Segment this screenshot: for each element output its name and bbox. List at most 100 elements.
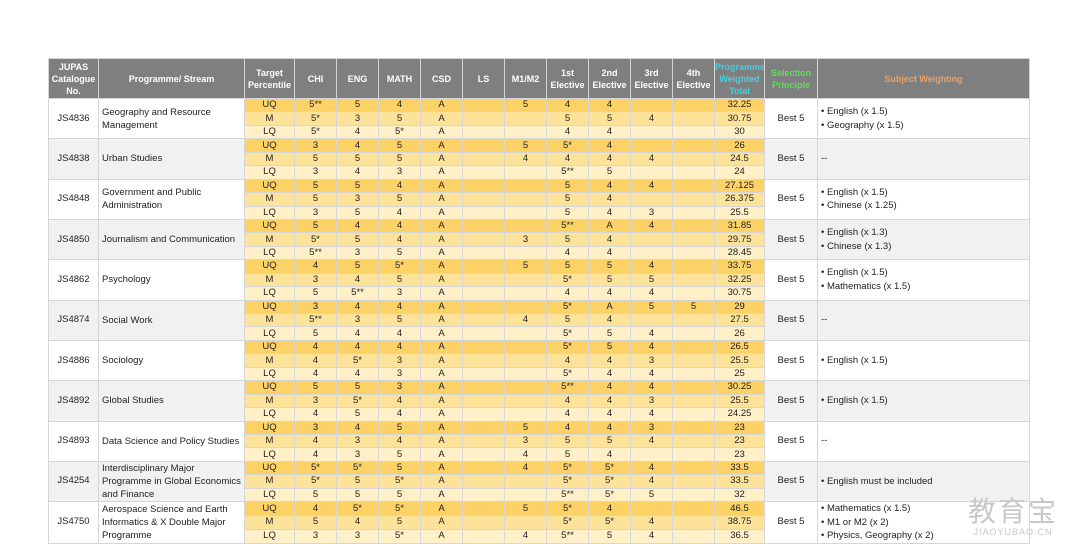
catalogue-number: JS4886: [48, 339, 99, 382]
m1m2-cell: [504, 407, 547, 422]
m1m2-cell: [504, 326, 547, 341]
math-cell: 4: [378, 433, 421, 449]
programme-name: Data Science and Policy Studies: [98, 420, 245, 462]
elective-3-cell: 4: [630, 514, 673, 530]
elective-3-cell: 4: [630, 151, 673, 167]
elective-3-cell: [630, 232, 673, 247]
subject-weighting: --: [817, 299, 1030, 341]
elective-3-cell: 4: [630, 380, 673, 395]
header-target: Target Percentile: [244, 58, 295, 99]
csd-cell: A: [420, 474, 463, 489]
weighted-total-cell: 24.5: [714, 151, 765, 167]
ls-cell: [462, 205, 505, 220]
elective-1-cell: 5: [546, 192, 589, 207]
m1m2-cell: 4: [504, 528, 547, 544]
m1m2-cell: 3: [504, 232, 547, 247]
percentile-cell: LQ: [244, 447, 295, 462]
elective-4-cell: [672, 138, 715, 153]
elective-4-cell: [672, 178, 715, 194]
elective-2-cell: A: [588, 299, 631, 315]
csd-cell: A: [420, 299, 463, 315]
ls-cell: [462, 366, 505, 382]
elective-2-cell: 4: [588, 366, 631, 382]
eng-cell: 5: [336, 474, 379, 489]
elective-1-cell: 4: [546, 97, 589, 113]
table-row: M 5 4 5 A 5* 5* 4 38.75: [49, 514, 1030, 530]
percentile-cell: M: [244, 151, 295, 167]
elective-1-cell: 4: [546, 420, 589, 435]
chi-cell: 3: [294, 420, 337, 435]
weighted-total-cell: 46.5: [714, 501, 765, 516]
elective-1-cell: 5**: [546, 165, 589, 180]
elective-1-cell: 5*: [546, 514, 589, 530]
weighted-total-cell: 32: [714, 487, 765, 503]
csd-cell: A: [420, 245, 463, 261]
csd-cell: A: [420, 501, 463, 516]
table-row: M 5* 5 4 A 3 5 4 29.75: [49, 232, 1030, 247]
selection-principle: Best 5: [764, 420, 818, 462]
m1m2-cell: [504, 339, 547, 355]
elective-1-cell: 5*: [546, 299, 589, 315]
percentile-cell: UQ: [244, 299, 295, 315]
elective-4-cell: [672, 151, 715, 167]
eng-cell: 3: [336, 447, 379, 462]
weighted-total-cell: 25.5: [714, 393, 765, 409]
eng-cell: 5*: [336, 460, 379, 476]
elective-2-cell: 4: [588, 151, 631, 167]
m1m2-cell: [504, 205, 547, 220]
elective-2-cell: A: [588, 218, 631, 234]
chi-cell: 5*: [294, 460, 337, 476]
math-cell: 5: [378, 514, 421, 530]
math-cell: 5: [378, 138, 421, 153]
header-subject-weighting: Subject Weighting: [817, 58, 1030, 99]
elective-4-cell: 5: [672, 299, 715, 315]
weighted-total-cell: 30: [714, 124, 765, 140]
math-cell: 5: [378, 192, 421, 207]
weighting-item: --: [821, 153, 828, 165]
eng-cell: 5: [336, 380, 379, 395]
csd-cell: A: [420, 178, 463, 194]
elective-2-cell: 4: [588, 124, 631, 140]
elective-4-cell: [672, 447, 715, 462]
math-cell: 5*: [378, 474, 421, 489]
m1m2-cell: [504, 474, 547, 489]
elective-4-cell: [672, 97, 715, 113]
eng-cell: 4: [336, 124, 379, 140]
watermark-en: JIAOYUBAO.CN: [973, 527, 1053, 537]
chi-cell: 4: [294, 339, 337, 355]
eng-cell: 5: [336, 487, 379, 503]
weighted-total-cell: 25: [714, 366, 765, 382]
percentile-cell: M: [244, 433, 295, 449]
weighting-item: • Physics, Geography (x 2): [821, 530, 934, 542]
chi-cell: 5*: [294, 111, 337, 126]
elective-4-cell: [672, 192, 715, 207]
weighted-total-cell: 27.125: [714, 178, 765, 194]
csd-cell: A: [420, 124, 463, 140]
chi-cell: 5: [294, 192, 337, 207]
elective-2-cell: 5: [588, 272, 631, 288]
eng-cell: 5: [336, 259, 379, 274]
percentile-cell: M: [244, 514, 295, 530]
elective-3-cell: 4: [630, 286, 673, 301]
header-e3: 3rd Elective: [630, 58, 673, 99]
elective-3-cell: 4: [630, 259, 673, 274]
ls-cell: [462, 474, 505, 489]
table-row: LQ 5 5** 3 A 4 4 4 30.75: [49, 286, 1030, 301]
math-cell: 4: [378, 218, 421, 234]
chi-cell: 5: [294, 326, 337, 341]
percentile-cell: LQ: [244, 366, 295, 382]
subject-weighting: • English (x 1.5) • Mathematics (x 1.5): [817, 259, 1030, 301]
elective-4-cell: [672, 312, 715, 328]
elective-3-cell: 4: [630, 433, 673, 449]
csd-cell: A: [420, 380, 463, 395]
elective-3-cell: 4: [630, 326, 673, 341]
weighting-item: • English (x 1.5): [821, 106, 888, 118]
percentile-cell: M: [244, 272, 295, 288]
m1m2-cell: 5: [504, 501, 547, 516]
m1m2-cell: [504, 366, 547, 382]
table-row: M 3 4 5 A 5* 5 5 32.25: [49, 272, 1030, 288]
weighted-total-cell: 23: [714, 433, 765, 449]
weighting-item: • English (x 1.5): [821, 354, 888, 366]
elective-2-cell: 5: [588, 433, 631, 449]
math-cell: 4: [378, 205, 421, 220]
